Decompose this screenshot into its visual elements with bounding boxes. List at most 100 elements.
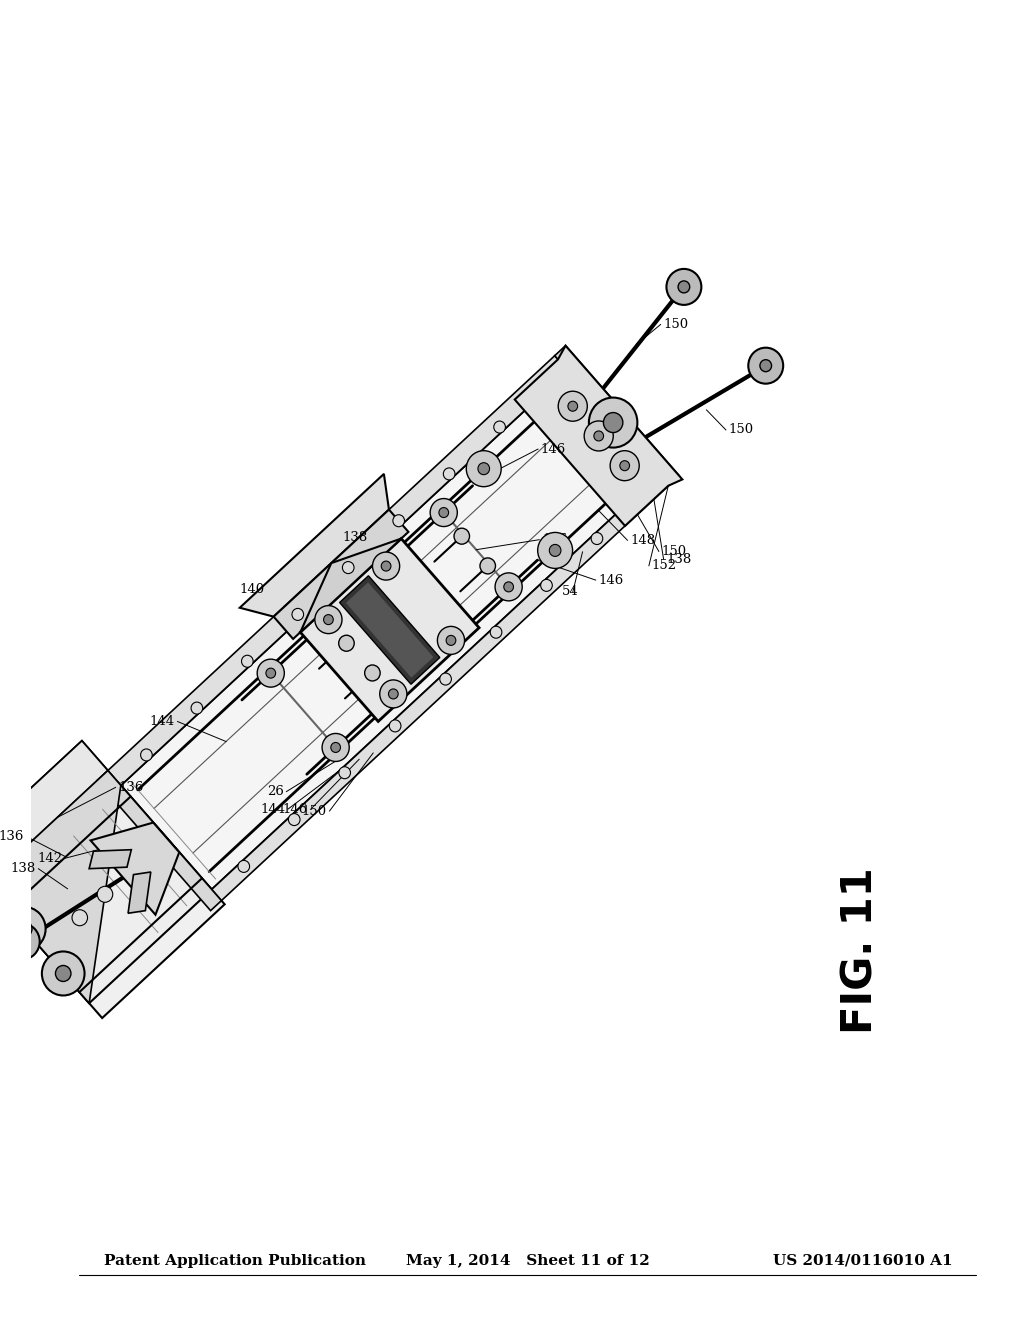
Text: FIG. 11: FIG. 11	[839, 867, 881, 1034]
Circle shape	[191, 702, 203, 714]
Text: May 1, 2014   Sheet 11 of 12: May 1, 2014 Sheet 11 of 12	[406, 1254, 649, 1267]
Circle shape	[603, 413, 623, 433]
Circle shape	[292, 609, 303, 620]
Circle shape	[331, 742, 341, 752]
Text: 142: 142	[37, 851, 62, 865]
Circle shape	[541, 579, 552, 591]
Text: 26: 26	[266, 785, 284, 799]
Circle shape	[144, 842, 160, 859]
Text: 138: 138	[667, 553, 692, 565]
Circle shape	[393, 515, 404, 527]
Circle shape	[610, 450, 639, 480]
Circle shape	[97, 886, 113, 903]
Circle shape	[549, 544, 561, 557]
Text: 150: 150	[301, 804, 327, 817]
Polygon shape	[121, 371, 658, 890]
Circle shape	[380, 680, 407, 708]
Circle shape	[257, 659, 285, 688]
Polygon shape	[515, 346, 682, 525]
Circle shape	[123, 863, 138, 879]
Polygon shape	[0, 741, 224, 1018]
Circle shape	[339, 767, 350, 779]
Text: 146: 146	[283, 803, 307, 816]
Circle shape	[620, 461, 630, 471]
Text: 150: 150	[662, 545, 687, 558]
Text: 144: 144	[260, 803, 285, 816]
Text: US 2014/0116010 A1: US 2014/0116010 A1	[772, 1254, 952, 1267]
Circle shape	[5, 924, 40, 960]
Polygon shape	[555, 346, 679, 486]
Polygon shape	[273, 510, 409, 639]
Circle shape	[439, 673, 452, 685]
Circle shape	[568, 401, 578, 412]
Circle shape	[3, 907, 46, 950]
Polygon shape	[340, 576, 440, 684]
Circle shape	[16, 921, 32, 937]
Circle shape	[266, 668, 275, 678]
Circle shape	[490, 626, 502, 638]
Circle shape	[494, 421, 506, 433]
Polygon shape	[90, 822, 179, 915]
Text: 138: 138	[343, 531, 368, 544]
Text: 146: 146	[599, 574, 624, 586]
Circle shape	[678, 281, 690, 293]
Circle shape	[140, 748, 153, 760]
Circle shape	[289, 813, 300, 825]
Text: 138: 138	[10, 862, 36, 875]
Polygon shape	[346, 583, 433, 677]
Circle shape	[381, 561, 391, 572]
Circle shape	[594, 430, 603, 441]
Polygon shape	[240, 474, 389, 616]
Circle shape	[495, 573, 522, 601]
Text: Patent Application Publication: Patent Application Publication	[103, 1254, 366, 1267]
Circle shape	[584, 421, 613, 451]
Circle shape	[504, 582, 513, 591]
Circle shape	[365, 665, 380, 681]
Circle shape	[430, 499, 458, 527]
Circle shape	[454, 528, 470, 544]
Circle shape	[439, 508, 449, 517]
Text: 150: 150	[664, 318, 688, 331]
Circle shape	[373, 552, 399, 579]
Circle shape	[589, 397, 637, 447]
Polygon shape	[212, 475, 669, 900]
Circle shape	[760, 359, 771, 372]
Circle shape	[72, 909, 87, 925]
Polygon shape	[97, 771, 221, 911]
Circle shape	[558, 391, 588, 421]
Polygon shape	[108, 355, 567, 785]
Text: 144: 144	[150, 715, 175, 729]
Circle shape	[314, 606, 342, 634]
Circle shape	[437, 627, 465, 655]
Circle shape	[323, 734, 349, 762]
Polygon shape	[0, 785, 212, 1003]
Circle shape	[242, 655, 253, 667]
Text: 146: 146	[542, 533, 567, 546]
Polygon shape	[89, 850, 131, 869]
Circle shape	[388, 689, 398, 698]
Text: 136: 136	[0, 830, 24, 843]
Text: 152: 152	[652, 560, 677, 573]
Polygon shape	[300, 539, 479, 722]
Polygon shape	[0, 741, 108, 884]
Circle shape	[238, 861, 250, 873]
Text: 54: 54	[561, 585, 579, 598]
Polygon shape	[128, 873, 151, 913]
Circle shape	[16, 936, 28, 948]
Circle shape	[591, 532, 603, 545]
Text: 136: 136	[119, 781, 144, 793]
Circle shape	[538, 532, 572, 569]
Circle shape	[480, 558, 496, 574]
Text: 146: 146	[541, 442, 566, 455]
Polygon shape	[300, 539, 401, 632]
Circle shape	[42, 952, 85, 995]
Circle shape	[342, 561, 354, 574]
Text: 140: 140	[240, 582, 265, 595]
Circle shape	[389, 719, 401, 731]
Polygon shape	[0, 771, 121, 1003]
Circle shape	[443, 467, 455, 480]
Text: 148: 148	[631, 533, 655, 546]
Circle shape	[466, 450, 501, 487]
Text: 150: 150	[729, 424, 754, 437]
Circle shape	[667, 269, 701, 305]
